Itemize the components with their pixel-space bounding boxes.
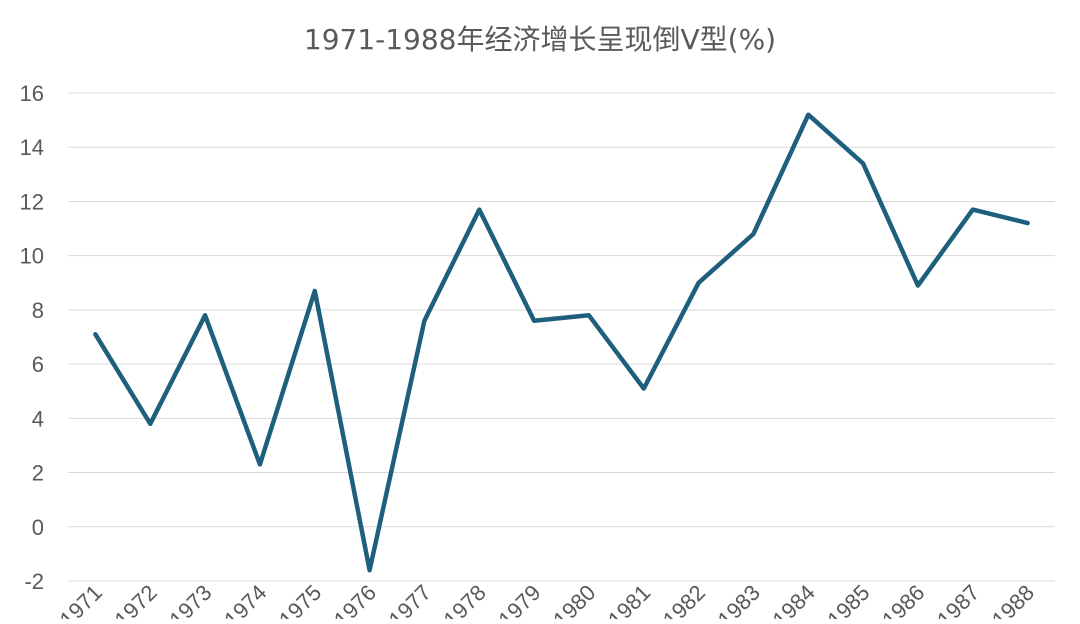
data-point [532, 318, 537, 323]
x-tick-label: 1974 [219, 580, 271, 619]
y-tick-label: 16 [20, 81, 44, 106]
data-point [203, 313, 208, 318]
x-tick-label: 1975 [274, 580, 326, 619]
data-point [751, 231, 756, 236]
y-tick-label: 12 [20, 189, 44, 214]
chart-title: 1971-1988年经济增长呈现倒V型(%) [303, 23, 777, 56]
x-tick-label: 1987 [932, 580, 984, 619]
data-point [586, 313, 591, 318]
data-point [641, 386, 646, 391]
x-tick-label: 1972 [109, 580, 161, 619]
y-tick-label: 8 [32, 298, 44, 323]
x-tick-label: 1980 [548, 580, 600, 619]
y-tick-label: 2 [32, 461, 44, 486]
data-point [367, 568, 372, 573]
y-tick-label: -2 [24, 569, 44, 594]
data-point [696, 280, 701, 285]
y-tick-label: 4 [32, 406, 44, 431]
data-point [148, 421, 153, 426]
x-tick-label: 1973 [164, 580, 216, 619]
data-point [93, 332, 98, 337]
x-tick-label: 1977 [384, 580, 436, 619]
data-point [257, 462, 262, 467]
x-tick-label: 1982 [658, 580, 710, 619]
x-tick-label: 1984 [767, 580, 819, 619]
x-tick-label: 1985 [822, 580, 874, 619]
data-point [915, 283, 920, 288]
data-point [1025, 221, 1030, 226]
data-point [312, 288, 317, 293]
x-tick-label: 1979 [493, 580, 545, 619]
x-tick-label: 1976 [329, 580, 381, 619]
x-tick-label: 1971 [55, 580, 107, 619]
y-tick-label: 10 [20, 244, 44, 269]
x-tick-label: 1986 [877, 580, 929, 619]
x-tick-label: 1988 [987, 580, 1039, 619]
series-line [93, 112, 1030, 573]
x-tick-label: 1981 [603, 580, 655, 619]
data-point [477, 207, 482, 212]
y-tick-label: 6 [32, 352, 44, 377]
x-tick-label: 1983 [713, 580, 765, 619]
y-tick-label: 14 [20, 135, 44, 160]
x-tick-label: 1978 [438, 580, 490, 619]
data-point [806, 112, 811, 117]
y-tick-label: 0 [32, 515, 44, 540]
data-point [861, 161, 866, 166]
data-point [422, 318, 427, 323]
data-point [970, 207, 975, 212]
